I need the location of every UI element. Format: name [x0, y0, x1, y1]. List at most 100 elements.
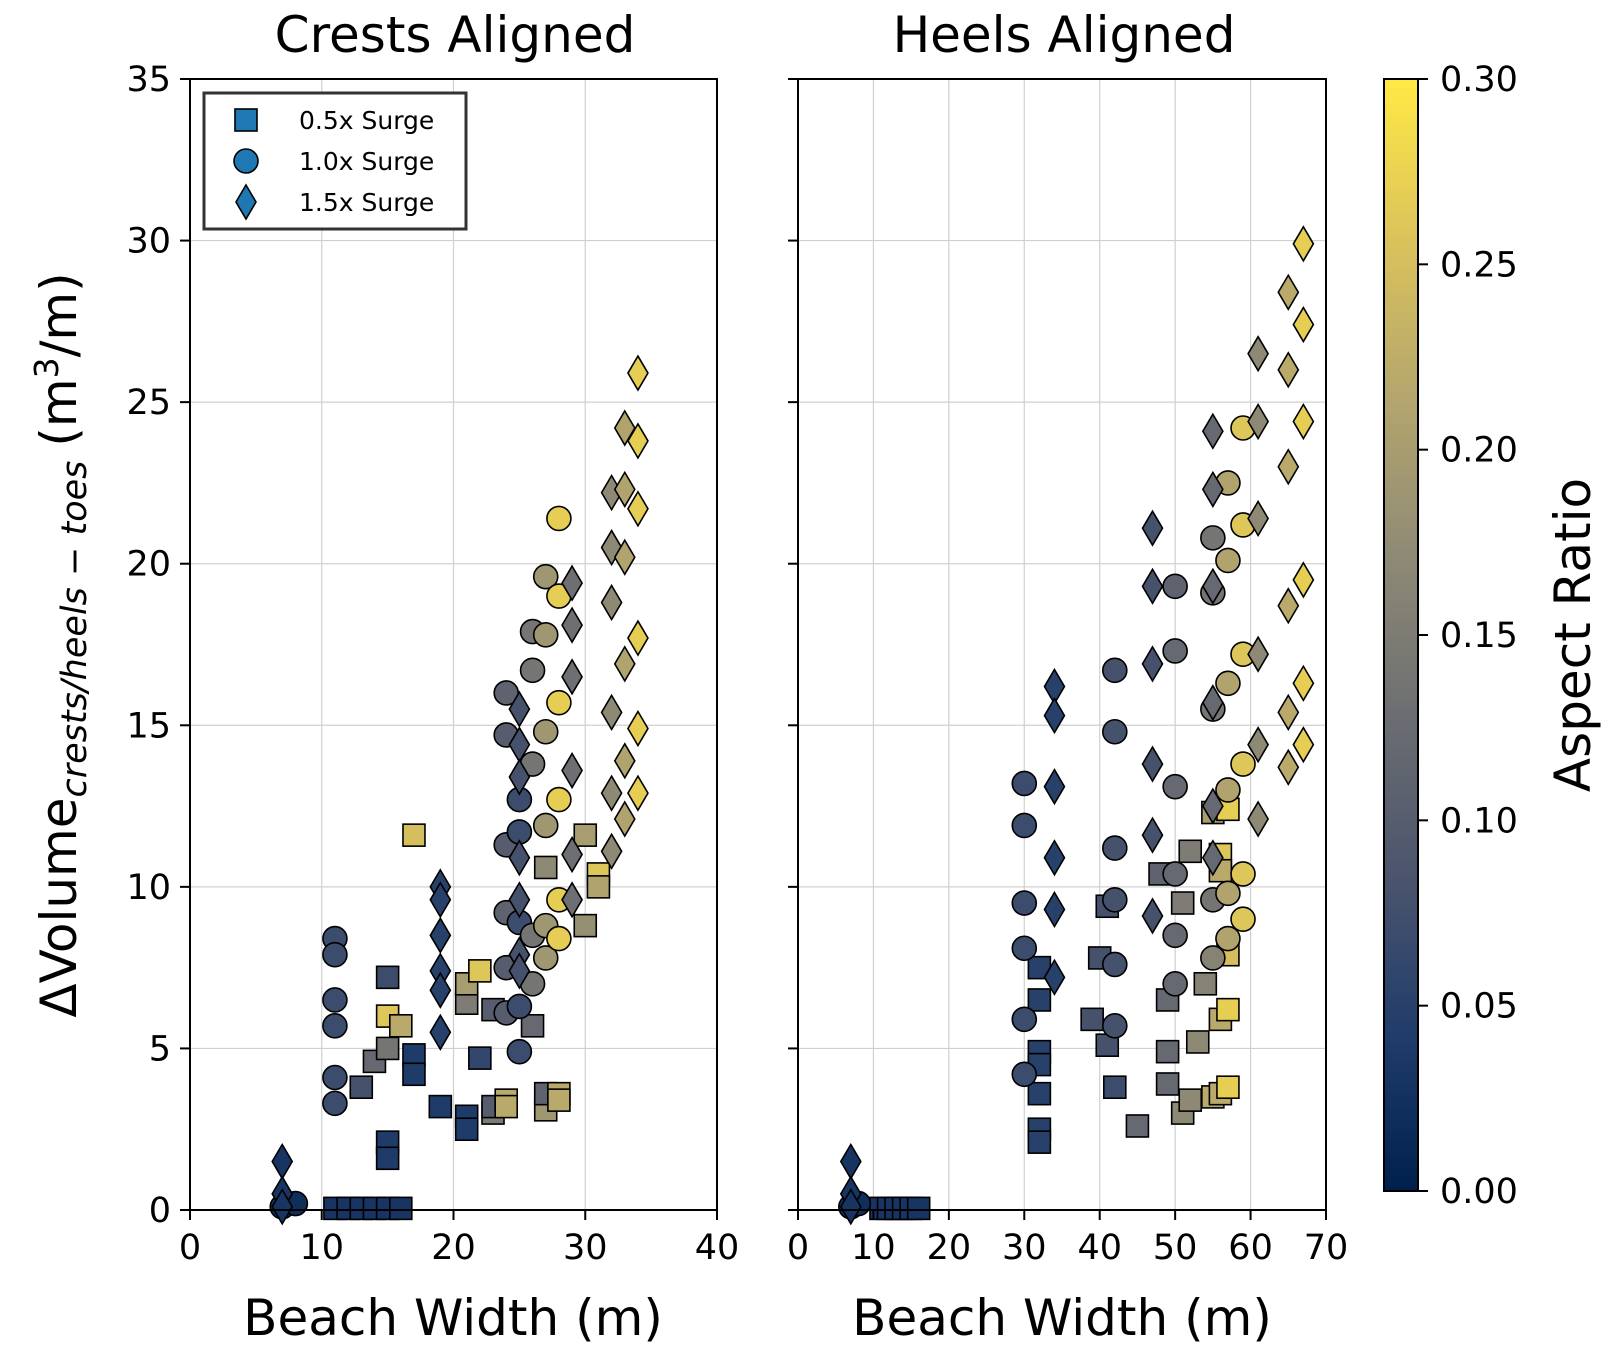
data-point-circle — [322, 1013, 348, 1039]
y-axis-label-unit-suffix: /m) — [30, 272, 88, 357]
data-point-circle — [1102, 1013, 1128, 1039]
data-point-square — [1193, 971, 1218, 996]
y-tick-label: 35 — [126, 60, 171, 100]
plot-frame-right — [797, 78, 1327, 1211]
data-point-diamond — [1277, 748, 1300, 786]
data-point-circle — [1162, 922, 1188, 949]
data-point-circle — [1200, 525, 1226, 551]
x-tick-label: 0 — [787, 1228, 809, 1268]
data-point-square — [494, 1094, 519, 1119]
data-point-circle — [506, 1038, 533, 1065]
data-point-diamond — [1043, 890, 1066, 929]
data-point-circle — [532, 945, 559, 971]
data-point-diamond — [600, 693, 623, 731]
legend: 0.5x Surge 1.0x Surge 1.5x Surge — [202, 91, 468, 231]
data-point-diamond — [1247, 402, 1270, 441]
data-point-square — [1216, 1075, 1240, 1100]
x-tick-label: 30 — [1002, 1228, 1047, 1268]
data-point-square — [1027, 988, 1052, 1012]
y-tick-label: 0 — [149, 1191, 171, 1231]
data-point-diamond — [613, 800, 636, 838]
colorbar-tick-label: 0.05 — [1440, 987, 1518, 1027]
data-point-circle — [1215, 670, 1241, 697]
data-point-diamond — [1292, 664, 1315, 702]
data-point-diamond — [1043, 697, 1066, 735]
legend-marker-diamond — [235, 183, 257, 221]
data-point-square — [1185, 1030, 1210, 1054]
data-point-diamond — [1043, 958, 1066, 996]
data-point-square — [1027, 1130, 1052, 1154]
x-tick-label: 20 — [927, 1228, 972, 1268]
data-point-diamond — [271, 1188, 294, 1226]
legend-label: 1.5x Surge — [299, 188, 434, 217]
data-point-diamond — [1201, 839, 1224, 877]
data-point-diamond — [561, 658, 584, 696]
colorbar-bar — [1383, 78, 1419, 1192]
data-point-square — [454, 1117, 479, 1142]
y-ticks-left: 0 5 10 15 20 25 30 35 — [126, 60, 190, 1231]
data-point-circle — [532, 812, 559, 839]
data-point-diamond — [627, 709, 649, 748]
data-point-diamond — [1141, 567, 1164, 605]
data-point-circle — [1011, 770, 1038, 797]
colorbar-ticks: 0.00 0.05 0.10 0.15 0.20 0.25 0.30 — [1418, 60, 1518, 1212]
data-point-diamond — [561, 606, 584, 644]
data-point-circle — [1102, 657, 1128, 684]
data-point-diamond — [1141, 645, 1164, 683]
markers-left — [269, 354, 649, 1226]
data-point-diamond — [1247, 499, 1270, 538]
data-point-diamond — [1141, 745, 1164, 783]
data-point-circle — [1162, 638, 1188, 664]
colorbar-tick-label: 0.20 — [1440, 431, 1518, 471]
x-tick-label: 0 — [179, 1228, 201, 1268]
x-axis-label-right: Beach Width (m) — [852, 1289, 1272, 1347]
data-point-square — [906, 1196, 931, 1221]
panel-heels-aligned: Heels Aligned 0 10 20 30 40 50 60 70 Beach Widt… — [787, 6, 1348, 1347]
data-point-diamond — [600, 583, 623, 622]
data-point-square — [533, 855, 558, 880]
colorbar-label: Aspect Ratio — [1544, 478, 1602, 792]
data-point-square — [375, 1146, 400, 1171]
data-point-circle — [546, 505, 572, 532]
data-point-diamond — [1141, 509, 1164, 547]
colorbar-tick-label: 0.10 — [1440, 801, 1518, 841]
data-point-diamond — [508, 839, 531, 877]
data-point-diamond — [271, 1142, 294, 1181]
data-point-square — [1125, 1114, 1150, 1138]
y-axis-label-main: ΔVolume — [30, 797, 88, 1017]
data-point-circle — [1011, 1006, 1038, 1033]
data-point-circle — [322, 941, 348, 968]
data-point-square — [402, 823, 426, 847]
y-tick-label: 20 — [126, 545, 171, 585]
colorbar: 0.00 0.05 0.10 0.15 0.20 0.25 0.30 Aspect Rati… — [1383, 60, 1602, 1212]
legend-items: 0.5x Surge 1.0x Surge 1.5x Surge — [233, 106, 434, 221]
data-point-square — [1178, 839, 1203, 864]
x-axis-label-left: Beach Width (m) — [243, 1289, 663, 1347]
colorbar-tick-label: 0.25 — [1440, 245, 1518, 285]
data-point-circle — [1011, 890, 1038, 916]
data-point-circle — [546, 925, 572, 952]
data-point-circle — [1230, 861, 1256, 887]
data-point-diamond — [1277, 693, 1300, 731]
data-point-diamond — [561, 881, 584, 919]
data-point-diamond — [613, 538, 636, 576]
data-point-diamond — [613, 742, 636, 780]
data-point-square — [573, 913, 598, 938]
data-point-square — [388, 1014, 413, 1038]
data-point-square — [468, 1046, 492, 1070]
data-point-circle — [519, 657, 546, 684]
data-point-circle — [1215, 547, 1241, 574]
data-point-diamond — [508, 881, 531, 919]
data-point-square — [1027, 1081, 1052, 1106]
data-point-square — [1080, 1007, 1104, 1032]
data-point-square — [402, 1062, 426, 1087]
data-point-square — [375, 965, 400, 990]
y-tick-label: 30 — [126, 222, 171, 262]
data-point-diamond — [1277, 273, 1300, 311]
data-point-circle — [1162, 773, 1188, 800]
data-point-circle — [1102, 718, 1128, 745]
x-tick-label: 20 — [431, 1228, 476, 1268]
markers-right — [837, 225, 1315, 1226]
colorbar-tick-label: 0.00 — [1440, 1172, 1518, 1212]
